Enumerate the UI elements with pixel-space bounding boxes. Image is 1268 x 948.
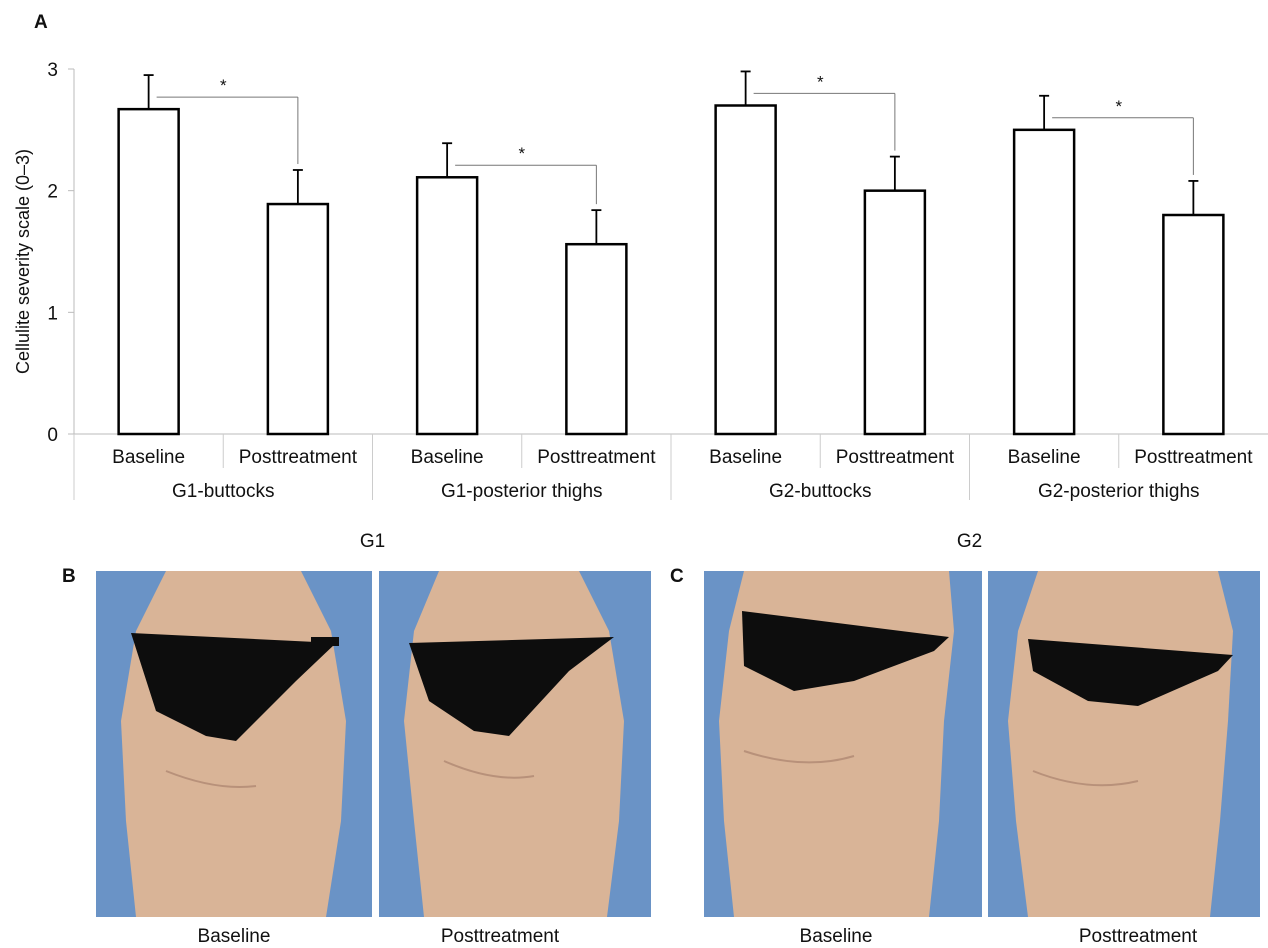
y-tick-label: 1 bbox=[47, 303, 58, 324]
bar-category-label: Posttreatment bbox=[239, 447, 358, 468]
bar-category-label: Baseline bbox=[112, 447, 185, 468]
group-label: G1-posterior thighs bbox=[441, 481, 603, 502]
group-label: G2-posterior thighs bbox=[1038, 481, 1200, 502]
bar bbox=[1012, 128, 1076, 436]
photo-b-baseline bbox=[96, 571, 372, 917]
significance-star: * bbox=[1115, 97, 1122, 116]
y-axis-title: Cellulite severity scale (0–3) bbox=[13, 149, 33, 374]
bar bbox=[1162, 213, 1225, 436]
panel-c-label: C bbox=[670, 566, 684, 587]
bar-category-label: Posttreatment bbox=[1134, 447, 1253, 468]
bar-category-label: Posttreatment bbox=[537, 447, 656, 468]
bar-category-label: Baseline bbox=[411, 447, 484, 468]
significance-star: * bbox=[518, 144, 525, 163]
bar bbox=[714, 104, 777, 436]
group-set-label: G1 bbox=[360, 531, 385, 552]
group-set-label: G2 bbox=[957, 531, 982, 552]
photo-c-posttreatment bbox=[988, 571, 1260, 917]
photo-c-baseline bbox=[704, 571, 982, 917]
caption-b-baseline: Baseline bbox=[197, 926, 271, 947]
panel-a-label: A bbox=[34, 12, 48, 33]
photo-b-baseline-image bbox=[96, 571, 372, 917]
bar bbox=[117, 107, 180, 436]
group-label: G1-buttocks bbox=[172, 481, 274, 502]
bar-category-label: Posttreatment bbox=[836, 447, 955, 468]
y-tick-label: 2 bbox=[47, 182, 58, 203]
caption-b-posttreatment: Posttreatment bbox=[440, 926, 560, 947]
bar-category-label: Baseline bbox=[709, 447, 782, 468]
significance-star: * bbox=[817, 72, 824, 91]
significance-star: * bbox=[220, 76, 227, 95]
y-tick-label: 3 bbox=[47, 60, 58, 81]
group-label: G2-buttocks bbox=[769, 481, 871, 502]
bar bbox=[415, 176, 479, 436]
bar bbox=[863, 189, 927, 436]
caption-c-posttreatment: Posttreatment bbox=[1078, 926, 1198, 947]
photo-b-posttreatment-image bbox=[379, 571, 651, 917]
y-tick-label: 0 bbox=[47, 425, 58, 446]
photo-c-posttreatment-image bbox=[988, 571, 1260, 917]
bar-category-label: Baseline bbox=[1008, 447, 1081, 468]
bar bbox=[266, 202, 330, 436]
photo-c-baseline-image bbox=[704, 571, 982, 917]
bar-chart: 0 1 2 3 Cellulite severity scale (0–3) G1-but… bbox=[13, 60, 1268, 552]
caption-c-baseline: Baseline bbox=[799, 926, 873, 947]
photo-b-posttreatment bbox=[379, 571, 651, 917]
panel-b-label: B bbox=[62, 566, 76, 587]
bar bbox=[565, 242, 628, 436]
